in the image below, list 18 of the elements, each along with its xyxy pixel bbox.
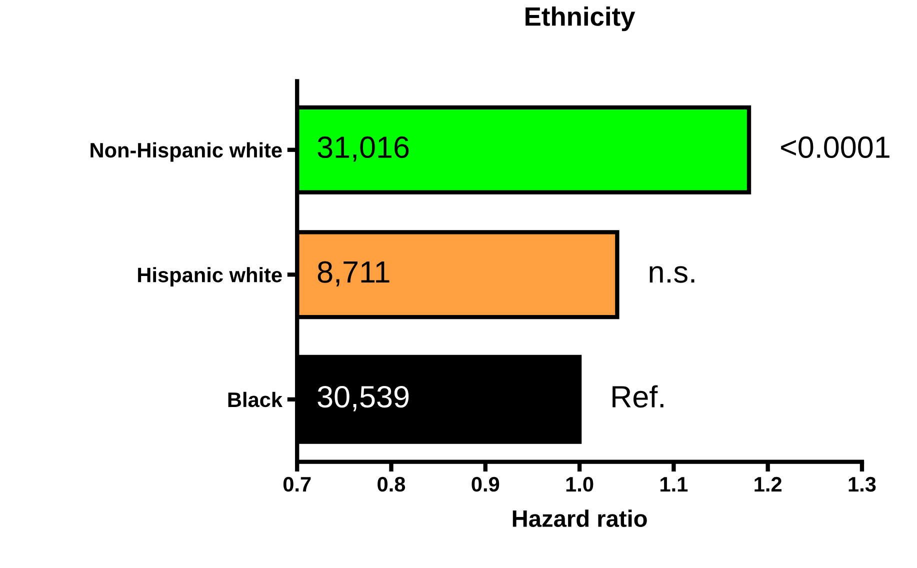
x-tick-label: 1.2 bbox=[754, 476, 782, 492]
x-tick-label: 0.8 bbox=[378, 476, 406, 492]
x-tick-label: 0.9 bbox=[472, 476, 500, 492]
annotation: 31,016 bbox=[318, 136, 409, 162]
x-tick-label: 1.3 bbox=[848, 476, 876, 492]
y-tick-label: Black bbox=[228, 392, 283, 408]
x-axis-title: Hazard ratio bbox=[512, 510, 647, 528]
y-tick-label: Non-Hispanic white bbox=[90, 142, 282, 162]
annotation: n.s. bbox=[650, 266, 694, 283]
annotation: 8,711 bbox=[318, 261, 390, 286]
annotation: 30,539 bbox=[318, 386, 409, 412]
x-tick-label: 0.7 bbox=[283, 476, 311, 492]
annotation: Ref. bbox=[612, 385, 664, 408]
x-tick-label: 1.0 bbox=[566, 476, 594, 492]
annotation: <0.0001 bbox=[781, 136, 890, 158]
chart-title: Ethnicity bbox=[526, 6, 636, 32]
x-tick-label: 1.1 bbox=[660, 477, 688, 492]
y-tick-label: Hispanic white bbox=[138, 267, 282, 286]
